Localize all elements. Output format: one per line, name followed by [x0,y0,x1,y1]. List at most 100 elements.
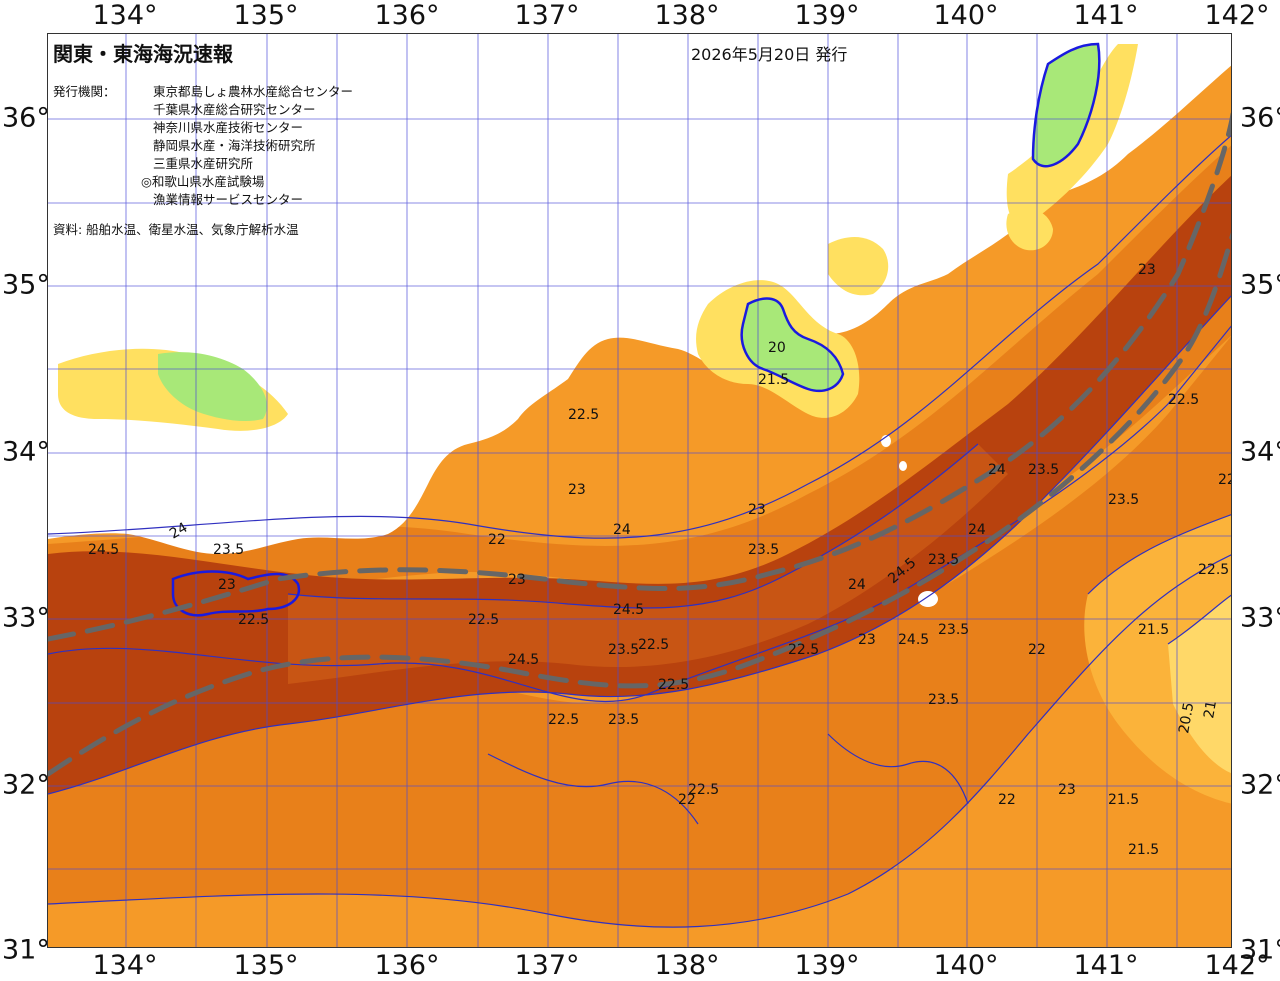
temperature-label: 23 [568,482,586,498]
land-honshu [48,34,1231,554]
kuroshio-axis-lines [48,112,1231,777]
lon-label-142-bottom: 142° [1204,950,1270,981]
temperature-label: 22.5 [238,612,269,628]
issuer-label: 発行機関： [53,84,116,99]
lon-label-139: 139° [794,0,860,31]
lon-label-142: 142° [1204,0,1270,31]
lat-label-34: 34° [2,436,50,468]
lon-label-141: 141° [1073,0,1139,31]
issuer-item: 静岡県水産・海洋技術研究所 [153,138,316,153]
temperature-label: 22.5 [788,642,819,658]
lat-label-33: 33° [2,602,50,634]
temperature-label: 22.5 [638,637,669,653]
warm-band-south [48,336,1231,928]
temperature-label: 24.5 [613,602,644,618]
temperature-label: 23 [858,632,876,648]
issuer-list: 東京都島しょ農林水産総合センター 千葉県水産総合研究センター 神奈川県水産技術セ… [141,83,353,209]
sea-temperature-map: 24.5 24 23.5 23 22.5 22 22.5 23 24 24.5 23.5 22.5 22… [47,33,1232,948]
temperature-label: 23.5 [608,642,639,658]
lat-label-36: 36° [2,102,50,134]
temperature-label: 23 [1058,782,1076,798]
temperature-label: 23.5 [213,542,244,558]
temperature-label: 24.5 [508,652,539,668]
lon-label-134: 134° [92,0,158,31]
temperature-label: 22 [1028,642,1046,658]
temperature-label: 24 [848,577,866,593]
lon-label-137: 137° [514,0,580,31]
issue-date: 2026年5月20日 発行 [691,45,848,64]
temperature-label: 20.5 [1176,701,1197,734]
lat-label-32: 32° [2,769,50,801]
lon-label-138-bottom: 138° [654,950,720,981]
bay-suruga [1006,209,1053,251]
issuer-item: 千葉県水産総合研究センター [153,102,316,117]
bay-outlines [171,42,1101,617]
temperature-label: 23.5 [928,692,959,708]
temperature-label: 23 [1138,262,1156,278]
temperature-label: 22.5 [1218,472,1232,488]
temperature-label: 24 [968,522,986,538]
map-canvas: 24.52423.52322.52222.5232424.523.522.522… [48,34,1232,947]
kuroshio-inner-band [288,444,1008,684]
temperature-label: 21.5 [1128,842,1159,858]
island-izu-2 [918,591,938,607]
issuer-item: 三重県水産研究所 [153,156,254,171]
lat-label-35-right: 35° [1240,269,1280,301]
temperature-label: 22.5 [688,782,719,798]
temperature-label: 22.5 [1168,392,1199,408]
lon-label-135-bottom: 135° [233,950,299,981]
lat-label-32-right: 32° [1240,769,1280,801]
bay-tokyo-green [1033,44,1100,167]
issuer-item: 漁業情報サービスセンター [153,192,304,207]
issuer-item: ◎和歌山県水産試験場 [141,174,265,189]
temperature-label: 23 [508,572,526,588]
temperature-label: 22.5 [568,407,599,423]
lat-label-33-right: 33° [1240,602,1280,634]
temperature-label: 23.5 [1108,492,1139,508]
lon-label-138: 138° [654,0,720,31]
temperature-label: 24.5 [898,632,929,648]
temperature-label: 24.5 [88,542,119,558]
temperature-label: 20 [768,340,786,356]
temperature-label: 21.5 [758,372,789,388]
temperature-labels: 24.52423.52322.52222.5232424.523.522.522… [88,262,1232,858]
lat-label-31-right: 31° [1240,934,1280,966]
temperature-label: 22 [998,792,1016,808]
temperature-label: 23 [218,577,236,593]
temperature-label: 24 [167,520,191,543]
bay-sagami [828,237,889,296]
temperature-label: 22.5 [1198,562,1229,578]
temperature-label: 21.5 [1108,792,1139,808]
temperature-label: 24 [613,522,631,538]
temperature-label: 22.5 [548,712,579,728]
lon-label-140: 140° [933,0,999,31]
temperature-label: 24 [988,462,1006,478]
temperature-label: 21 [1201,699,1220,719]
lon-label-141-bottom: 141° [1073,950,1139,981]
island-izu-3 [899,461,907,471]
temperature-label: 22 [488,532,506,548]
issuer-item: 神奈川県水産技術センター [153,120,304,135]
lon-label-136-bottom: 136° [374,950,440,981]
temperature-label: 22.5 [658,677,689,693]
grid-lines [48,34,1231,947]
lat-label-34-right: 34° [1240,436,1280,468]
temperature-label: 22.5 [468,612,499,628]
land-shikoku [48,399,301,532]
lat-label-36-right: 36° [1240,102,1280,134]
lon-label-135: 135° [233,0,299,31]
temperature-label: 23.5 [938,622,969,638]
data-source: 資料: 船舶水温、衛星水温、気象庁解析水温 [53,222,299,237]
isotherm-lines [48,134,1231,928]
temperature-label: 23 [748,502,766,518]
temperature-label: 23.5 [928,552,959,568]
cool-patch-east-yellow [1168,595,1231,774]
lon-label-140-bottom: 140° [933,950,999,981]
bay-ise-green [741,298,843,391]
lat-label-31: 31° [2,934,50,966]
temperature-label: 22 [678,792,696,808]
lon-label-136: 136° [374,0,440,31]
temperature-label: 21.5 [1138,622,1169,638]
lon-label-137-bottom: 137° [514,950,580,981]
lat-label-35: 35° [2,269,50,301]
